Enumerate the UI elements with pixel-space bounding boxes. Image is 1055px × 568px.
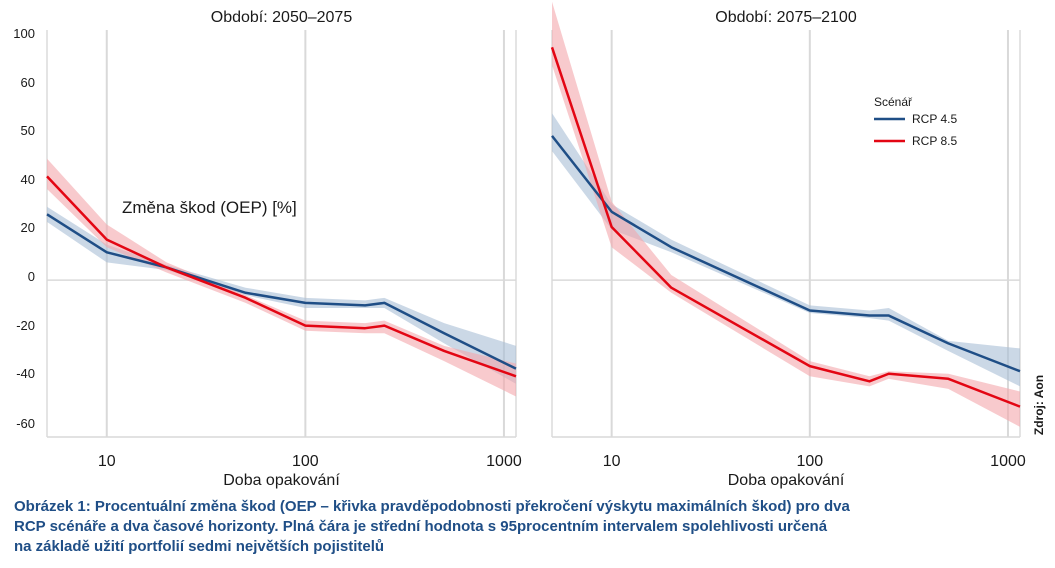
- source-label: Zdroj: Aon: [1032, 375, 1046, 435]
- x-axis-label: Doba opakování: [223, 472, 340, 489]
- x-tick-label: 10: [603, 453, 621, 470]
- x-tick-label: 10: [98, 453, 116, 470]
- legend: Scénář RCP 4.5 RCP 8.5: [874, 95, 957, 148]
- caption-line-2: RCP scénáře a dva časové horizonty. Plná…: [14, 518, 828, 535]
- figure-caption: Obrázek 1: Procentuální změna škod (OEP …: [14, 497, 1014, 557]
- y-tick-label: -40: [16, 366, 35, 381]
- confidence-band-rcp45: [47, 206, 516, 384]
- panel-title: Období: 2075–2100: [715, 9, 857, 26]
- y-tick-label: -60: [16, 416, 35, 431]
- y-tick-label: -20: [16, 318, 35, 333]
- confidence-band-rcp85: [552, 1, 1020, 427]
- y-tick-label: 20: [21, 220, 35, 235]
- y-tick-label: 0: [28, 269, 35, 284]
- chart-annotation: Změna škod (OEP) [%]: [122, 198, 297, 217]
- x-tick-label: 1000: [990, 453, 1026, 470]
- series-line-rcp45: [551, 135, 1021, 373]
- chart-canvas: Období: 2050–2075 100 60 50 40 20 0 -20 -40 -60 10…: [13, 1, 1046, 489]
- caption-line-3: na základě užití portfolií sedmi největš…: [14, 538, 385, 555]
- chart-panel-2: Období: 2075–2100 10 100 1000 Doba opakování…: [550, 1, 1026, 489]
- chart-panel-1: Období: 2050–2075 100 60 50 40 20 0 -20 -40 -60 10…: [13, 9, 522, 489]
- y-tick-label: 50: [21, 123, 35, 138]
- panel-title: Období: 2050–2075: [211, 9, 353, 26]
- legend-label: RCP 4.5: [912, 112, 957, 126]
- confidence-band-rcp85: [47, 158, 516, 397]
- series-line-rcp85: [46, 175, 517, 378]
- series-line-rcp45: [46, 213, 517, 370]
- x-tick-label: 100: [796, 453, 823, 470]
- legend-label: RCP 8.5: [912, 134, 957, 148]
- series-line-rcp85: [550, 46, 1021, 408]
- y-tick-label: 100: [13, 26, 35, 41]
- x-tick-label: 1000: [486, 453, 522, 470]
- legend-title: Scénář: [874, 95, 913, 109]
- x-tick-label: 100: [292, 453, 319, 470]
- x-axis-label: Doba opakování: [728, 472, 845, 489]
- y-tick-label: 40: [21, 172, 35, 187]
- confidence-band-rcp45: [552, 113, 1020, 387]
- y-tick-label: 60: [21, 75, 35, 90]
- caption-line-1: Obrázek 1: Procentuální změna škod (OEP …: [14, 498, 850, 515]
